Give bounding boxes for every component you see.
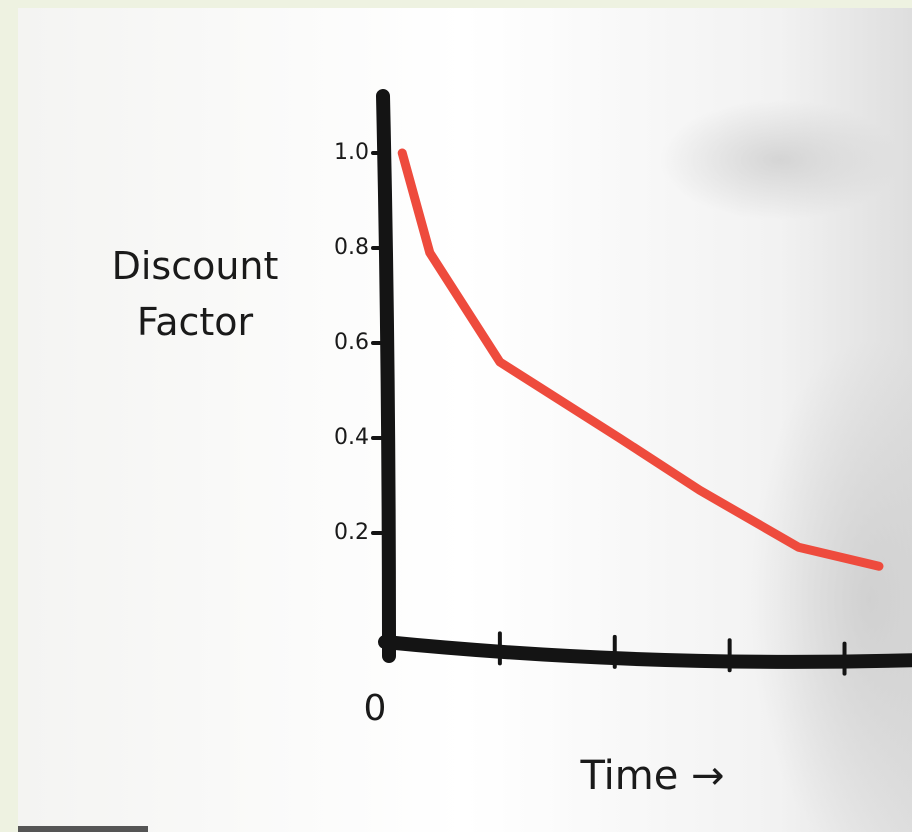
y-axis (383, 96, 389, 656)
y-tick-label: 0.6 (334, 330, 369, 355)
y-tick-label: 0.2 (334, 520, 369, 545)
y-axis-label: Discount Factor (105, 238, 285, 350)
y-tick-label: 1.0 (334, 140, 369, 165)
progress-bar (18, 826, 148, 832)
whiteboard: 1.0 0.8 0.6 0.4 0.2 0 Time → Discount Factor (0, 0, 912, 832)
shadow (660, 100, 900, 220)
chart: 1.0 0.8 0.6 0.4 0.2 0 Time → (0, 0, 912, 832)
x-axis-label: Time → (579, 753, 724, 799)
x-tick-label: 0 (364, 688, 387, 729)
y-tick-label: 0.4 (334, 425, 369, 450)
y-tick-label: 0.8 (334, 235, 369, 260)
